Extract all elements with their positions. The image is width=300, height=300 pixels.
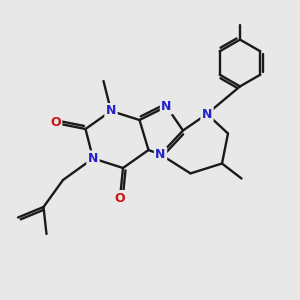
Text: O: O	[115, 191, 125, 205]
Text: N: N	[202, 107, 212, 121]
Text: N: N	[161, 100, 172, 113]
Text: N: N	[106, 104, 116, 118]
Text: N: N	[88, 152, 98, 165]
Text: O: O	[50, 116, 61, 130]
Text: N: N	[155, 148, 166, 161]
